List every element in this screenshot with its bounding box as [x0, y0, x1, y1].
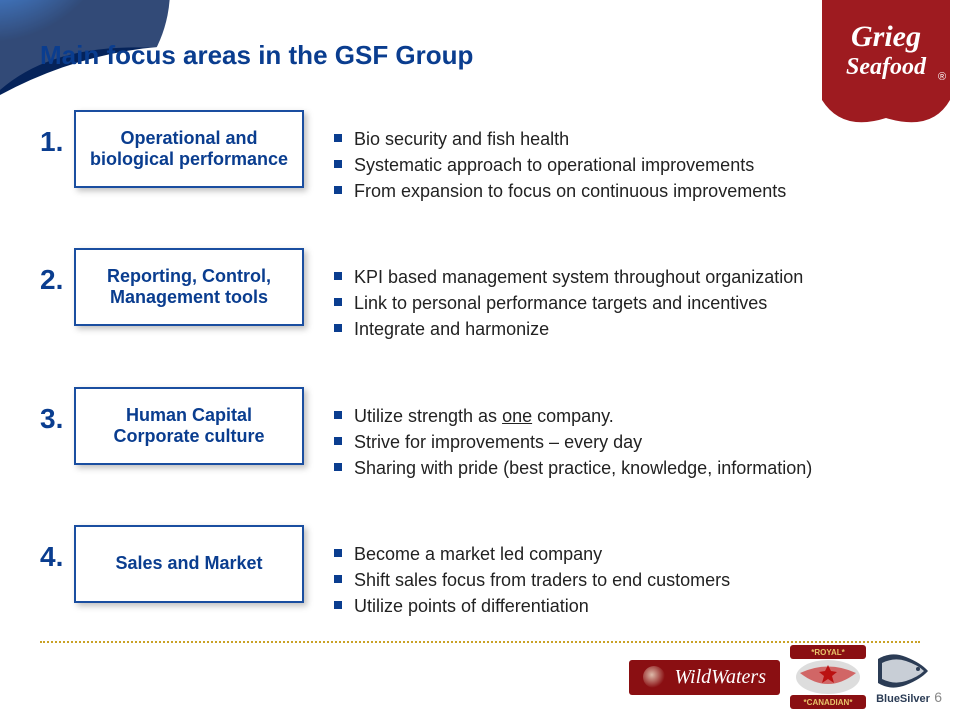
row-number: 1.	[40, 110, 74, 156]
focus-row-1: 1.Operational and biological performance…	[40, 110, 920, 220]
focus-row-3: 3.Human Capital Corporate culture Utilize…	[40, 387, 920, 497]
page-number: 6	[934, 689, 942, 705]
bullet-item: Integrate and harmonize	[334, 316, 920, 342]
focus-box: Sales and Market	[74, 525, 304, 603]
wildwaters-icon	[643, 666, 665, 688]
bluesilver-logo: BlueSilver	[876, 649, 930, 705]
divider-line	[40, 641, 920, 643]
bullet-item: Strive for improvements – every day	[334, 429, 920, 455]
bluesilver-label: BlueSilver	[876, 693, 930, 705]
bullet-item: Shift sales focus from traders to end cu…	[334, 567, 920, 593]
bullet-item: From expansion to focus on continuous im…	[334, 178, 920, 204]
royal-canadian-logo: *ROYAL* *CANADIAN*	[790, 645, 866, 709]
logo-line1: Grieg	[851, 20, 921, 53]
bullet-item: Sharing with pride (best practice, knowl…	[334, 455, 920, 481]
bullet-item: Become a market led company	[334, 541, 920, 567]
footer-logos: WildWaters *ROYAL* *CANADIAN* BlueSilver	[629, 645, 931, 709]
row-number: 2.	[40, 248, 74, 294]
bullet-item: Utilize points of differentiation	[334, 593, 920, 619]
bluesilver-icon	[876, 649, 930, 693]
row-number: 3.	[40, 387, 74, 433]
svg-text:*ROYAL*: *ROYAL*	[811, 648, 845, 657]
bullet-item: Utilize strength as one company.	[334, 403, 920, 429]
row-number: 4.	[40, 525, 74, 571]
focus-row-2: 2.Reporting, Control, Management tools KP…	[40, 248, 920, 358]
focus-area-rows: 1.Operational and biological performance…	[40, 110, 920, 663]
bullet-list: Become a market led companyShift sales f…	[334, 541, 920, 619]
bullet-item: Systematic approach to operational impro…	[334, 152, 920, 178]
focus-box: Human Capital Corporate culture	[74, 387, 304, 465]
bullet-item: KPI based management system throughout o…	[334, 264, 920, 290]
wildwaters-logo: WildWaters	[629, 660, 781, 695]
bullet-list: KPI based management system throughout o…	[334, 264, 920, 342]
focus-box: Reporting, Control, Management tools	[74, 248, 304, 326]
slide-title: Main focus areas in the GSF Group	[40, 40, 473, 71]
focus-row-4: 4.Sales and Market Become a market led co…	[40, 525, 920, 635]
logo-line2: Seafood	[846, 54, 927, 80]
bullet-item: Link to personal performance targets and…	[334, 290, 920, 316]
svg-text:*CANADIAN*: *CANADIAN*	[804, 698, 854, 707]
focus-box: Operational and biological performance	[74, 110, 304, 188]
svg-text:®: ®	[938, 71, 946, 83]
wildwaters-label: WildWaters	[675, 666, 767, 689]
grieg-seafood-logo: Grieg Seafood ®	[822, 0, 950, 140]
bullet-list: Utilize strength as one company.Strive f…	[334, 403, 920, 481]
